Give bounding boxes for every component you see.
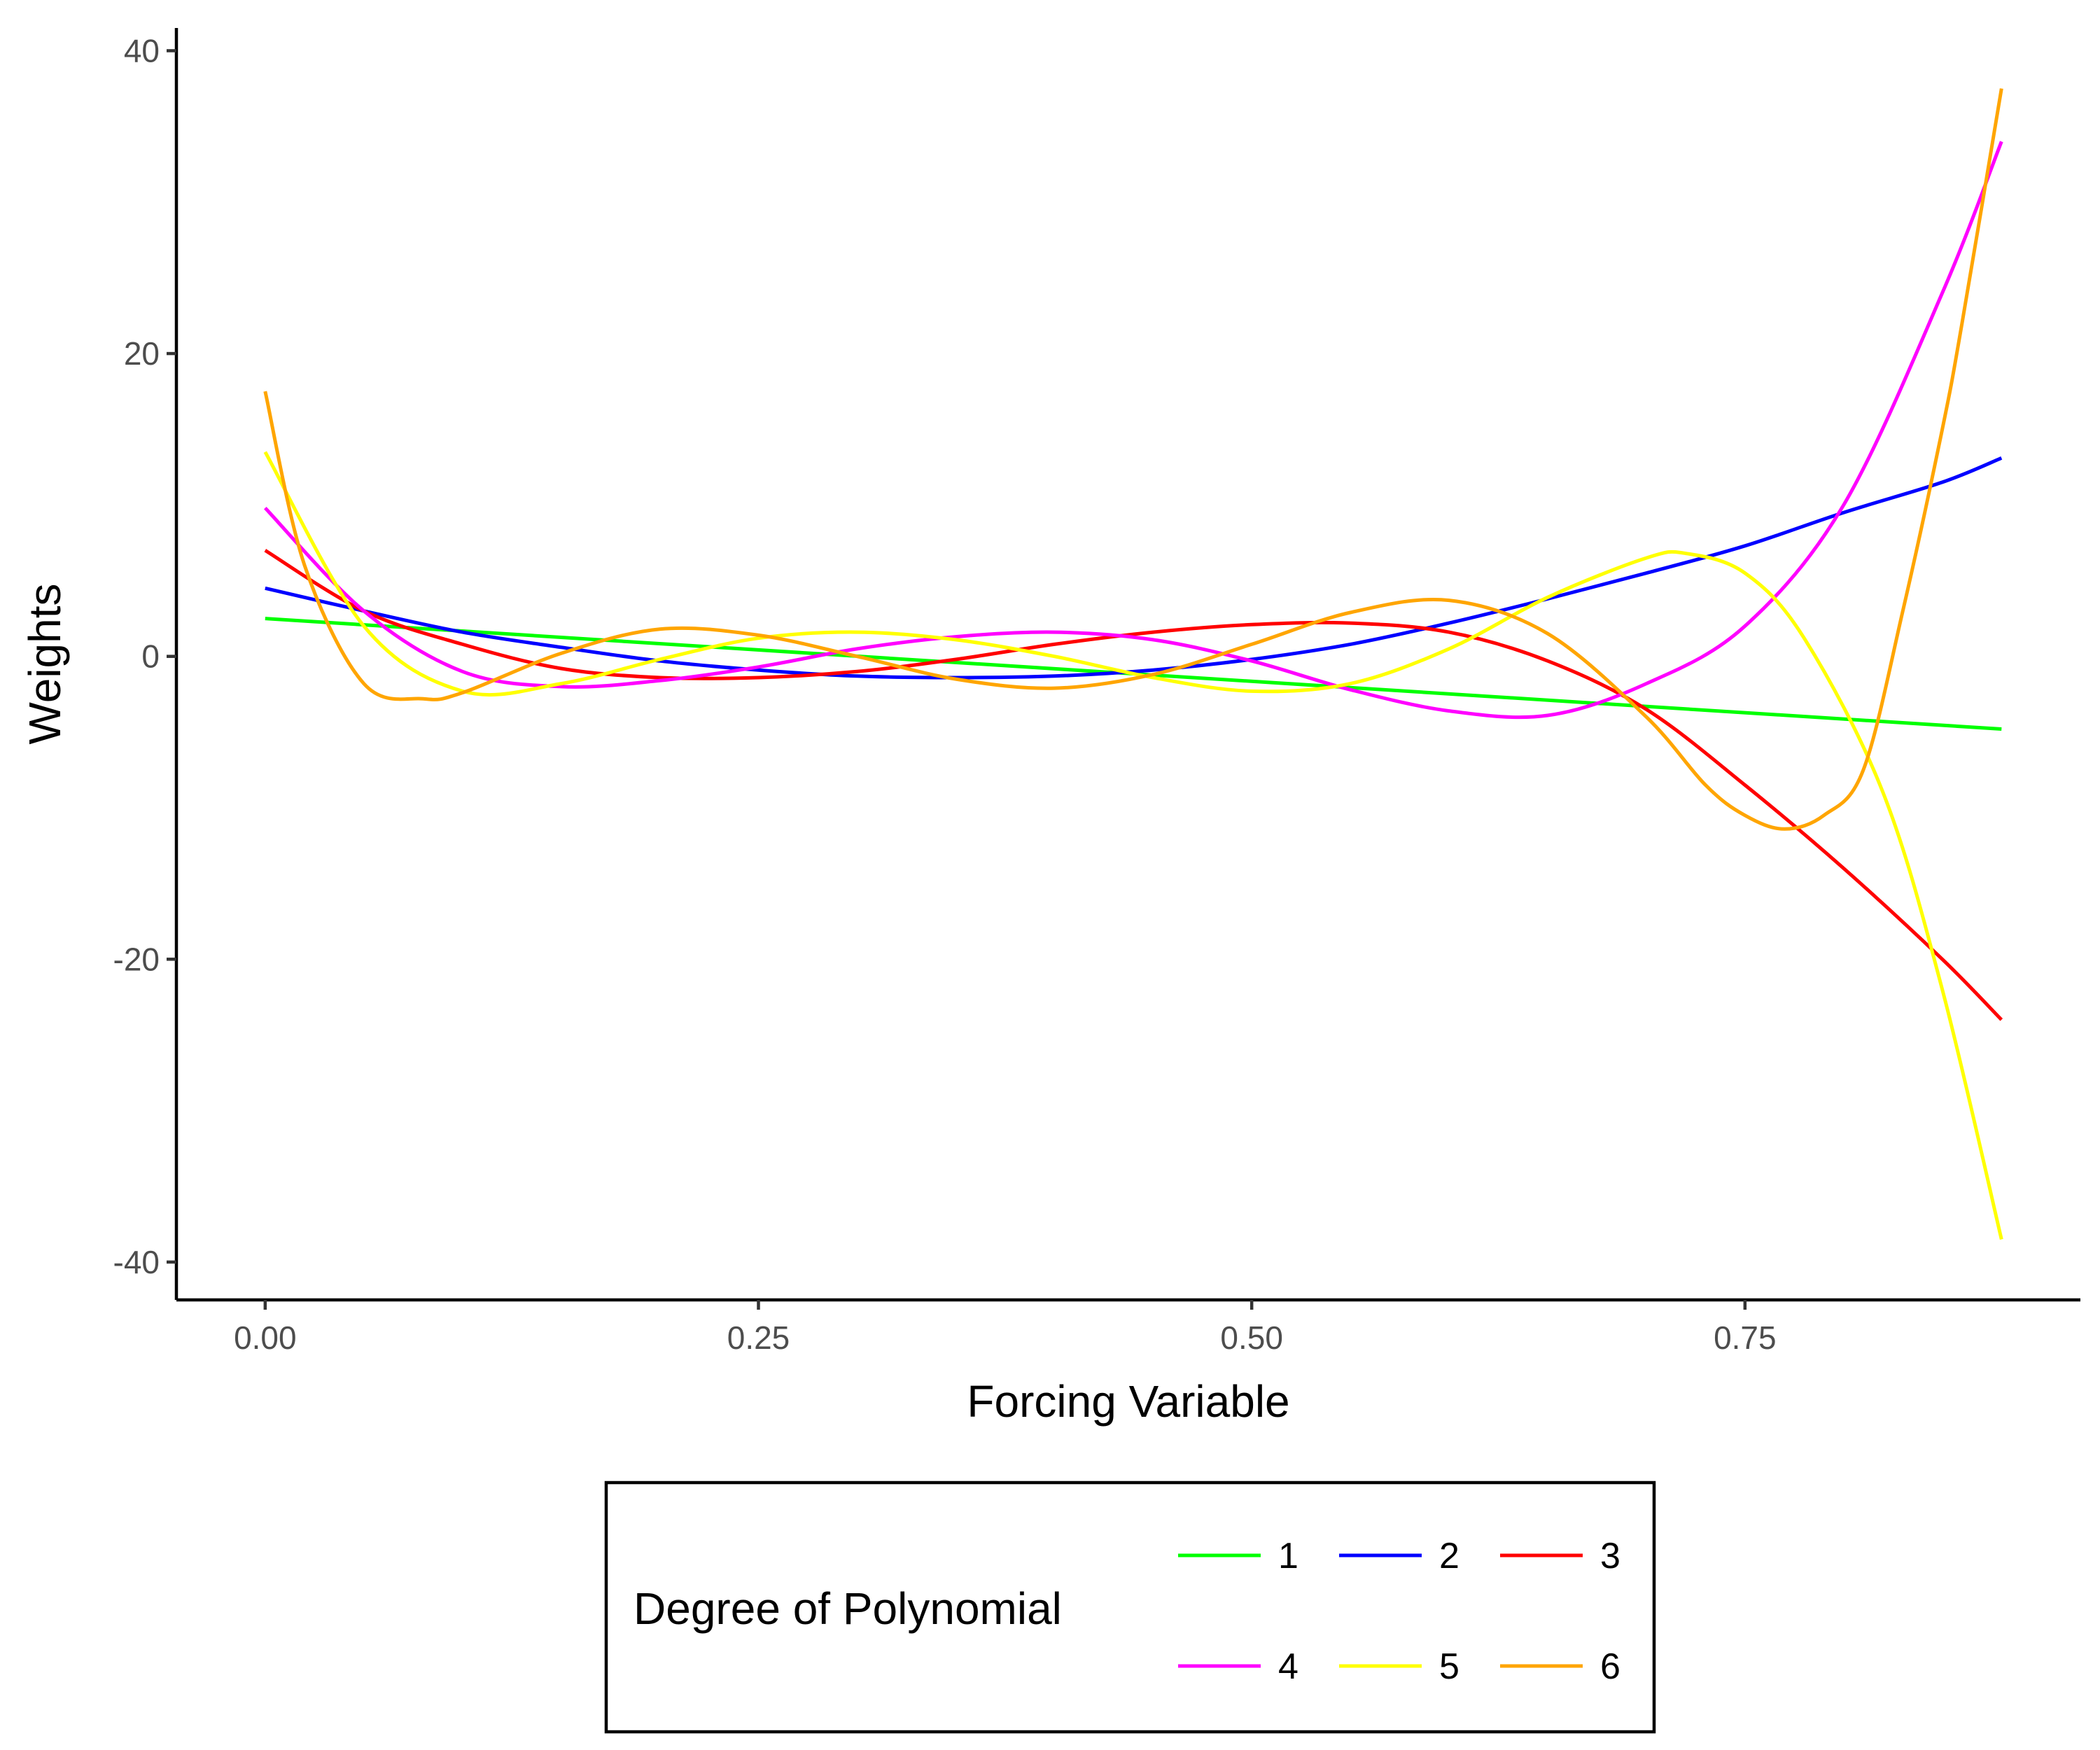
legend-label-3: 3 [1600, 1536, 1620, 1576]
plot-lines [263, 88, 2003, 1240]
legend-title: Degree of Polynomial [634, 1583, 1062, 1634]
legend-box [604, 1480, 1656, 1734]
x-tick-label: 0.25 [727, 1320, 790, 1356]
legend-label-5: 5 [1439, 1646, 1460, 1687]
series-line-3 [264, 549, 2003, 1021]
series-line-2 [265, 456, 2003, 680]
x-tick-label: 0.00 [234, 1320, 297, 1356]
legend-label-1: 1 [1278, 1536, 1298, 1576]
series-line-6 [263, 88, 2003, 831]
x-tick-label: 0.50 [1220, 1320, 1283, 1356]
axis-ticks: -40 -20 0 20 40 0.00 0.25 0.50 0.75 [113, 32, 1777, 1356]
legend-label-2: 2 [1439, 1536, 1460, 1576]
y-tick-label: 0 [141, 638, 160, 675]
series-line-5 [263, 451, 2003, 1240]
y-tick-label: 20 [124, 335, 160, 372]
x-tick-label: 0.75 [1714, 1320, 1777, 1356]
y-tick-label: 40 [124, 32, 160, 69]
y-axis-title: Weights [20, 583, 70, 744]
legend: Degree of Polynomial 1 2 3 4 5 6 [604, 1480, 1656, 1734]
series-line-4 [263, 141, 2003, 720]
legend-label-4: 4 [1278, 1646, 1298, 1687]
legend-items: 1 2 3 4 5 6 [1178, 1536, 1620, 1687]
y-tick-label: -20 [113, 941, 160, 977]
y-tick-label: -40 [113, 1244, 160, 1280]
legend-label-6: 6 [1600, 1646, 1620, 1687]
x-axis-title: Forcing Variable [967, 1376, 1289, 1427]
